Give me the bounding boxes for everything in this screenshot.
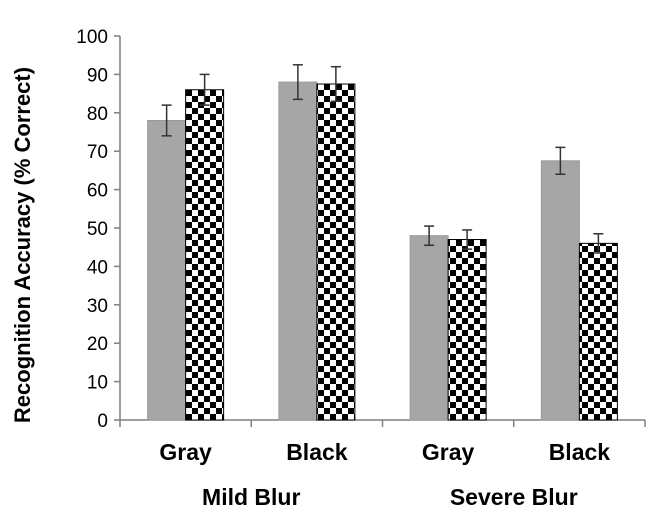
bar-solid [409,235,449,421]
y-tick-label: 80 [87,104,108,125]
y-tick-label: 30 [87,296,108,317]
group-label: Severe Blur [450,484,578,510]
y-tick-label: 50 [87,219,108,240]
bar-checker [447,239,487,421]
y-tick-label: 60 [87,181,108,202]
bar-solid [278,81,318,421]
x-category-label: Gray [159,439,212,465]
y-tick-label: 90 [87,65,108,86]
bar-solid [147,119,187,421]
x-category-label: Black [549,439,611,465]
bar-checker [185,89,225,421]
x-category-label: Black [286,439,348,465]
y-tick-label: 20 [87,334,108,355]
y-tick-label: 70 [87,142,108,163]
y-tick-label: 40 [87,257,108,278]
labels: 0 10 20 30 40 50 60 70 80 90 100 Gray Black Gray Black… [76,27,610,510]
y-tick-label: 0 [97,411,108,432]
y-tick-label: 10 [87,373,108,394]
y-axis-label: Recognition Accuracy (% Correct) [10,67,35,423]
bar-checker [316,83,356,421]
bar-solid [540,160,580,421]
bars [147,64,618,421]
group-label: Mild Blur [202,484,300,510]
bar-checker [578,242,618,421]
x-category-label: Gray [422,439,475,465]
y-tick-label: 100 [76,27,108,48]
